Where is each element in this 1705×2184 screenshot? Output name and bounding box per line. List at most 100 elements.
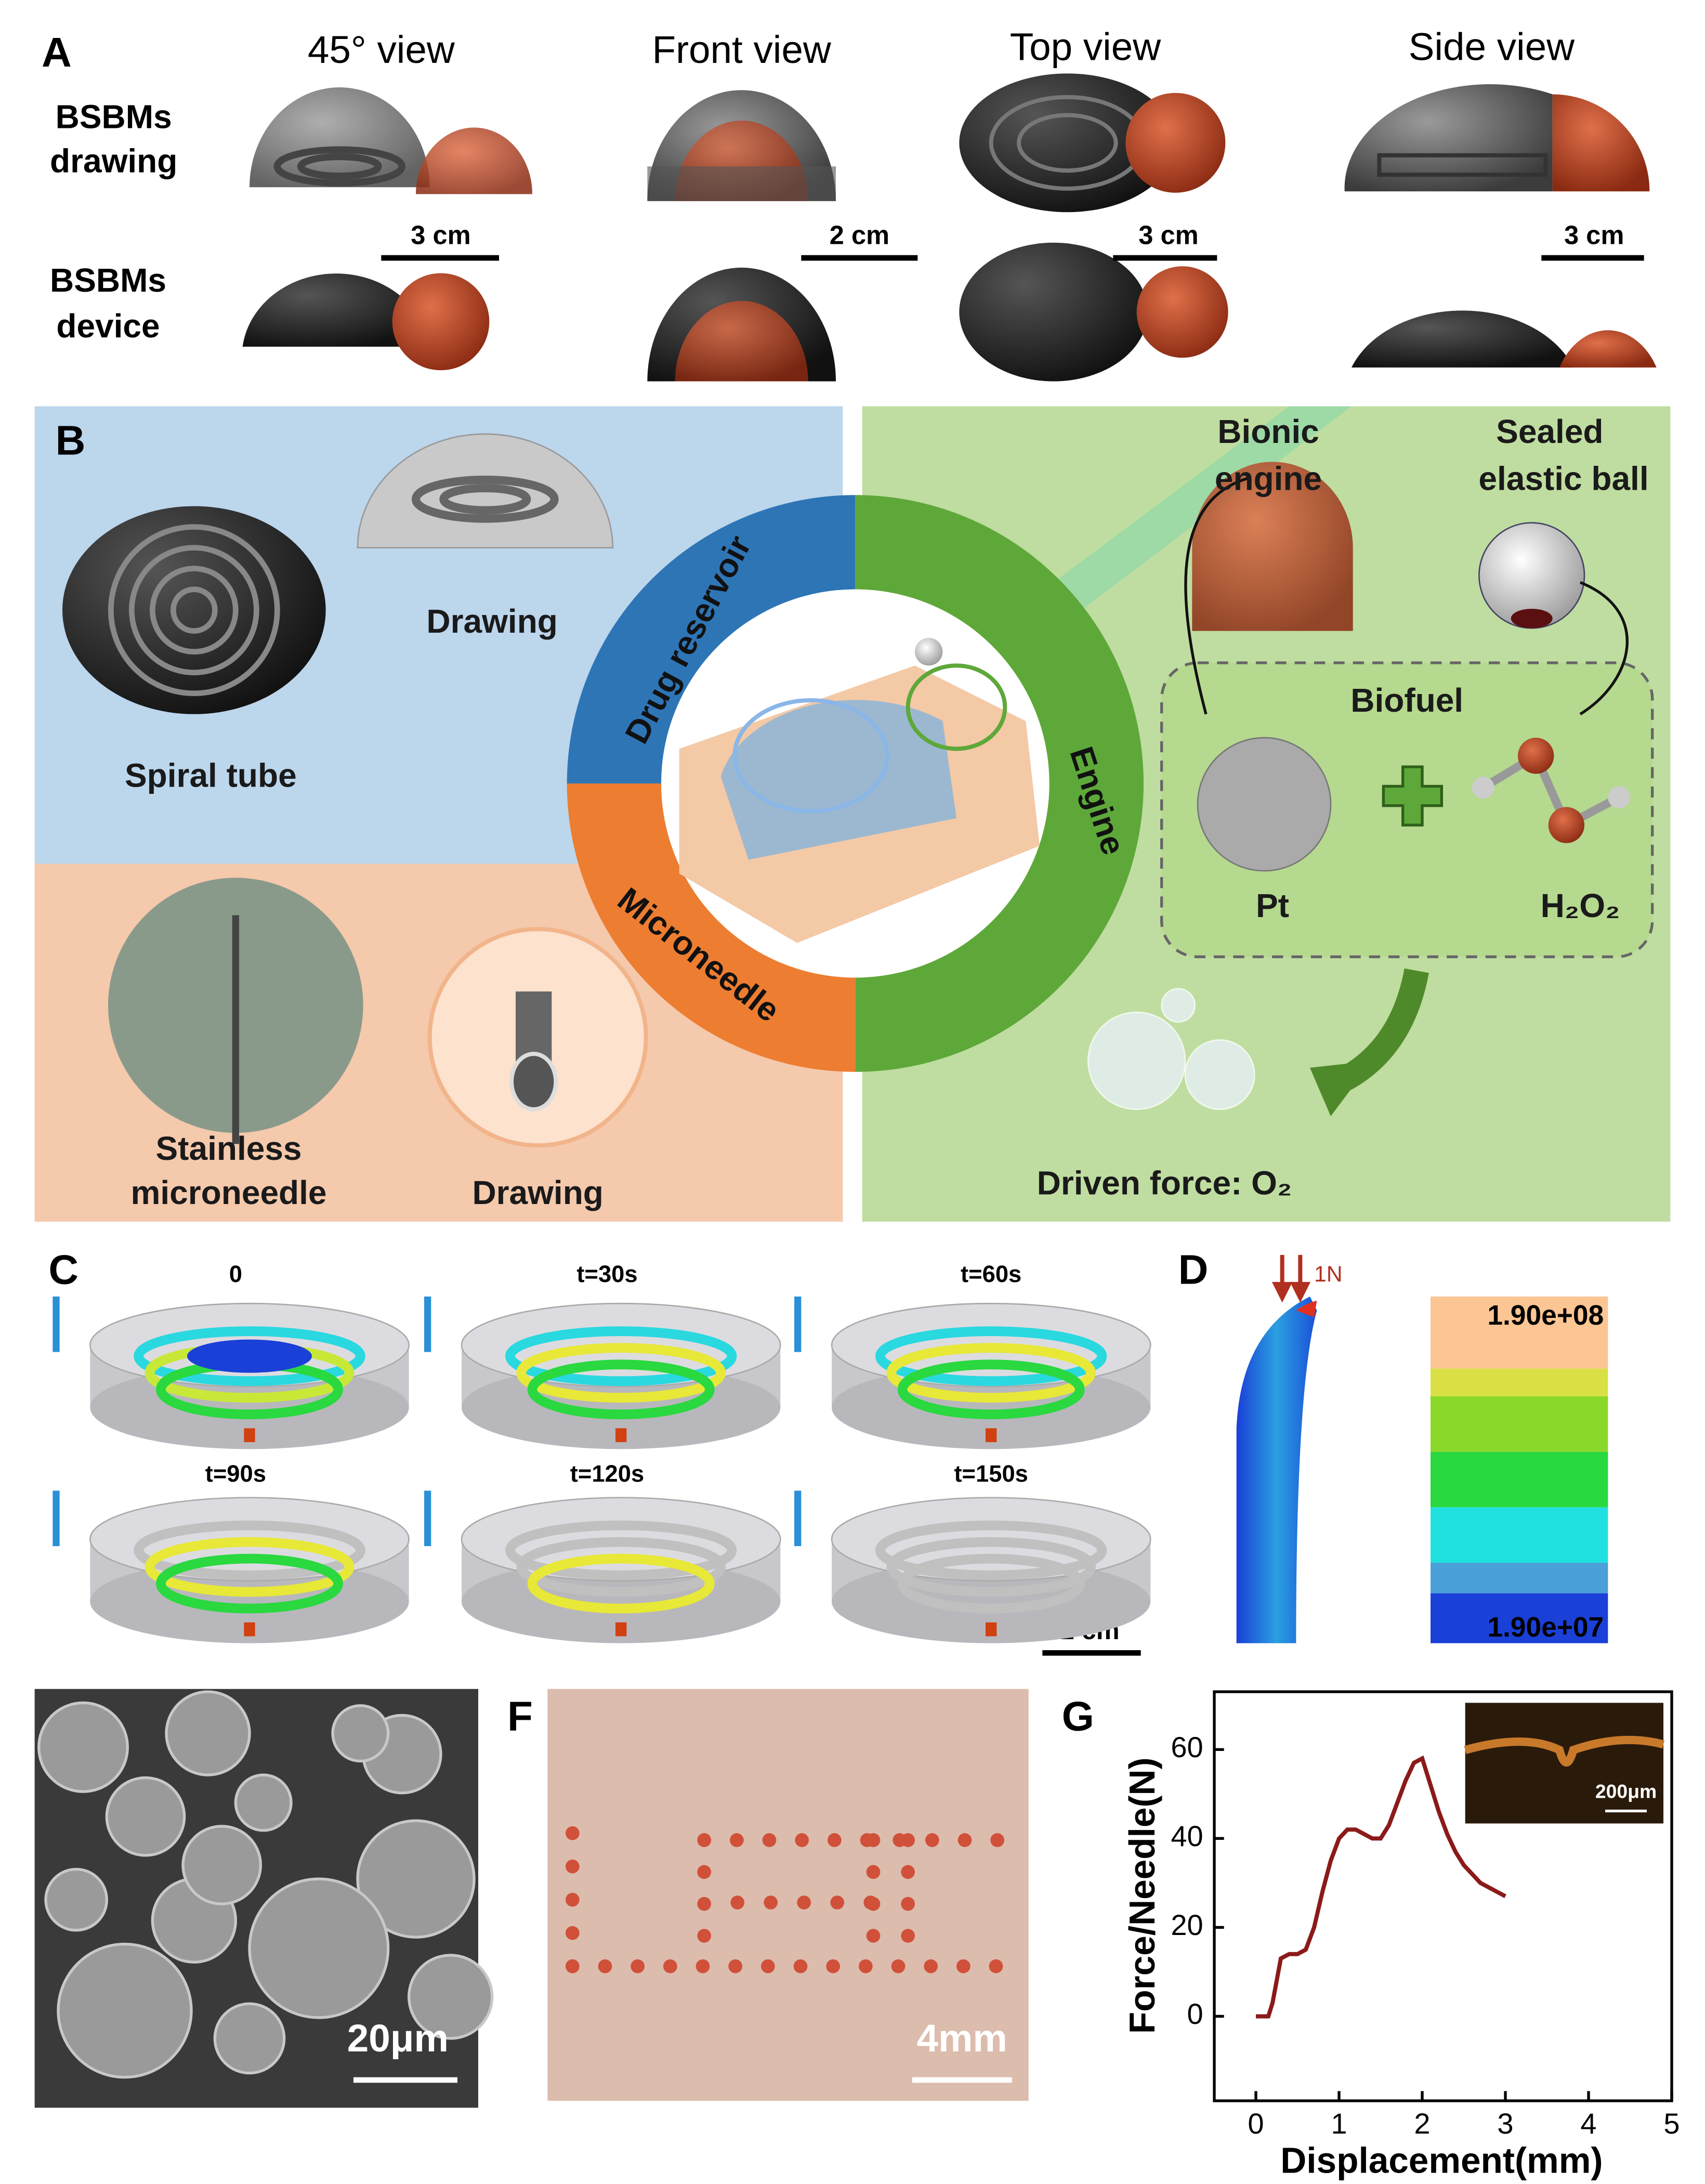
illustration [1548,807,1584,843]
needle-mark [989,1959,1003,1973]
drawing-illustration [1377,153,1548,177]
illustration [62,506,326,714]
needle-mark [697,1833,711,1847]
row-label: device [56,307,160,345]
particle [331,1704,390,1763]
needle-mark [901,1865,915,1879]
device-photo [242,273,430,347]
panel-d: D 1N 1.90e+08 1.90e+07 [1178,1247,1608,1643]
needle-mark [566,1926,580,1940]
colorbar [1431,1451,1608,1508]
force-curve [1256,1755,1506,2019]
label: Stainless [156,1130,302,1167]
force-arrow [1271,1254,1311,1303]
needle-mark [696,1959,710,1973]
colorbar [1431,1296,1608,1369]
legend-scale [53,1490,60,1547]
scale-label: 3 cm [1138,220,1198,250]
force-arrow [1271,1281,1293,1303]
particle [234,1773,293,1832]
inset-tissue [1464,1735,1665,1767]
row-label: BSBMs [50,261,166,299]
illustration [1518,738,1554,774]
spiral-tube [897,1553,1085,1614]
spiral-tube [875,1520,1107,1580]
needle-mark [730,1895,744,1910]
particle [213,2002,286,2075]
spiral-tube [875,1326,1107,1386]
drawing-illustration [250,73,1650,213]
panel-label: D [1178,1247,1209,1293]
illustration [129,545,259,675]
needle-mark [764,1895,778,1910]
label: Biofuel [1350,682,1463,719]
y-tick-label: 40 [1171,1820,1203,1852]
needle-mark [697,1897,711,1911]
panel-g: G 200μm Displacement(mm) Force/Needle(N)… [1062,1690,1680,2180]
particle [181,1825,262,1905]
colorbar-label: 1.90e+08 [1487,1300,1604,1331]
needle-mark [901,1929,915,1943]
force-arrow [1290,1281,1311,1303]
reservoir [187,1339,312,1373]
needle-mark [697,1929,711,1943]
x-tick-label: 1 [1331,2107,1347,2140]
scale-label: 20μm [347,2016,449,2060]
scale-label: 3 cm [411,220,470,250]
spiral-tube [886,1537,1096,1597]
panel-c: C 0 t=30s t=60s t=90s t=120s t=150s 1 cm [48,1247,1151,1656]
colorbar [1431,1396,1608,1452]
illustration [1511,608,1553,629]
illustration [1192,462,1353,631]
view-title: Front view [652,28,832,71]
spiral-tube [527,1553,715,1614]
time-label: t=30s [576,1261,637,1287]
illustration [1608,786,1630,809]
device-cross-section [906,663,1007,751]
needle-mark [866,1865,881,1879]
illustration [170,586,218,634]
row-label: drawing [50,142,177,180]
device-cross-section [915,637,943,666]
drawing-illustration [1125,93,1226,193]
plot-frame [1213,1690,1673,2102]
view-title: Top view [1010,25,1162,69]
outlet [615,1428,627,1442]
time-label: t=150s [954,1460,1028,1487]
device-cross-section [732,698,889,814]
needle-mark [990,1833,1004,1847]
particle [44,1867,108,1932]
time-label: 0 [229,1261,242,1287]
outlet [986,1428,997,1442]
device-photo [1136,266,1228,358]
spiral-tube [134,1326,365,1386]
label: H₂O₂ [1541,887,1620,924]
drawing-illustration [416,127,532,194]
illustration [1382,765,1443,827]
spiral-tube [134,1520,365,1580]
needle-mark [762,1833,777,1847]
label: engine [1215,460,1322,497]
drawing-illustration [1344,84,1553,192]
device-photo [1559,330,1657,368]
needle-mark [761,1959,775,1973]
panel-b: B Drawing Spiral tube Drug reservoir Eng… [34,406,1671,1222]
device-cross-section [679,637,1040,943]
x-axis-label: Displacement(mm) [1280,2140,1603,2180]
needle-mark [924,1959,938,1973]
illustration [108,524,280,696]
needle-stress [1236,1296,1317,1643]
y-axis-label: Force/Needle(N) [1122,1757,1162,2034]
particle [165,1690,251,1776]
illustration [108,524,280,696]
needle-mark [958,1833,972,1847]
needle-mark [828,1833,842,1847]
needle-mark [663,1959,677,1973]
device-photo [242,242,1657,382]
spiral-tube [505,1326,737,1386]
spiral-tube [145,1537,355,1597]
particle [105,1776,186,1857]
panel-label: F [507,1693,533,1740]
device-photo [959,242,1148,382]
spiral-tube [897,1359,1085,1419]
